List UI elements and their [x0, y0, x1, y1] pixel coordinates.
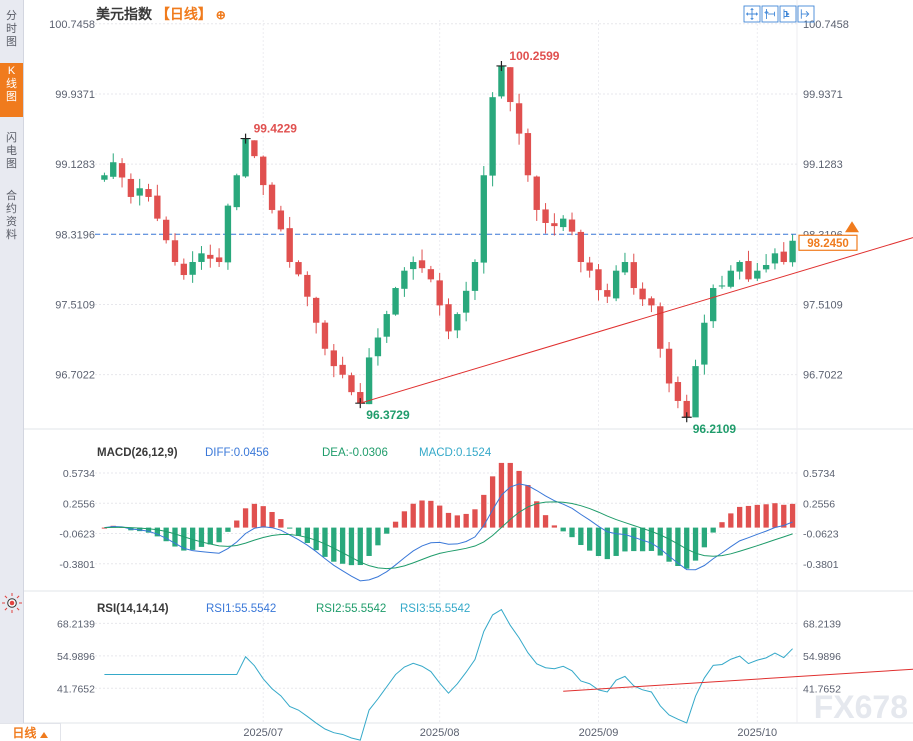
svg-text:-0.0623: -0.0623: [59, 529, 95, 541]
svg-text:RSI1:55.5542: RSI1:55.5542: [206, 603, 276, 615]
svg-text:96.2109: 96.2109: [693, 422, 737, 436]
svg-text:96.7022: 96.7022: [55, 370, 95, 382]
svg-text:41.7652: 41.7652: [803, 683, 841, 695]
svg-text:100.2599: 100.2599: [509, 49, 559, 63]
svg-text:0.5734: 0.5734: [63, 468, 95, 480]
svg-text:-0.3801: -0.3801: [803, 559, 839, 571]
svg-text:RSI3:55.5542: RSI3:55.5542: [400, 603, 470, 615]
svg-text:RSI2:55.5542: RSI2:55.5542: [316, 603, 386, 615]
svg-text:100.7458: 100.7458: [49, 19, 95, 31]
svg-text:-0.0623: -0.0623: [803, 529, 839, 541]
svg-text:68.2139: 68.2139: [57, 618, 95, 630]
svg-text:68.2139: 68.2139: [803, 618, 841, 630]
svg-text:97.5109: 97.5109: [55, 299, 95, 311]
svg-text:RSI(14,14,14): RSI(14,14,14): [97, 603, 169, 615]
svg-text:2025/08: 2025/08: [420, 727, 460, 739]
svg-text:99.9371: 99.9371: [55, 89, 95, 101]
svg-text:97.5109: 97.5109: [803, 299, 843, 311]
svg-text:99.1283: 99.1283: [803, 159, 843, 171]
svg-text:DEA:-0.0306: DEA:-0.0306: [322, 447, 388, 459]
svg-text:0.2556: 0.2556: [803, 498, 835, 510]
svg-text:96.3729: 96.3729: [366, 408, 410, 422]
svg-text:DIFF:0.0456: DIFF:0.0456: [205, 447, 269, 459]
svg-text:2025/09: 2025/09: [579, 727, 619, 739]
svg-text:41.7652: 41.7652: [57, 683, 95, 695]
svg-text:99.4229: 99.4229: [254, 122, 298, 136]
svg-text:99.1283: 99.1283: [55, 159, 95, 171]
svg-text:2025/10: 2025/10: [737, 727, 777, 739]
svg-text:99.9371: 99.9371: [803, 89, 843, 101]
svg-text:0.2556: 0.2556: [63, 498, 95, 510]
svg-text:54.9896: 54.9896: [57, 651, 95, 663]
svg-text:54.9896: 54.9896: [803, 651, 841, 663]
svg-text:0.5734: 0.5734: [803, 468, 835, 480]
svg-text:98.2450: 98.2450: [807, 238, 849, 250]
svg-text:98.3196: 98.3196: [55, 229, 95, 241]
svg-text:96.7022: 96.7022: [803, 370, 843, 382]
svg-text:2025/07: 2025/07: [243, 727, 283, 739]
svg-text:-0.3801: -0.3801: [59, 559, 95, 571]
svg-text:MACD(26,12,9): MACD(26,12,9): [97, 447, 178, 459]
svg-text:MACD:0.1524: MACD:0.1524: [419, 447, 492, 459]
